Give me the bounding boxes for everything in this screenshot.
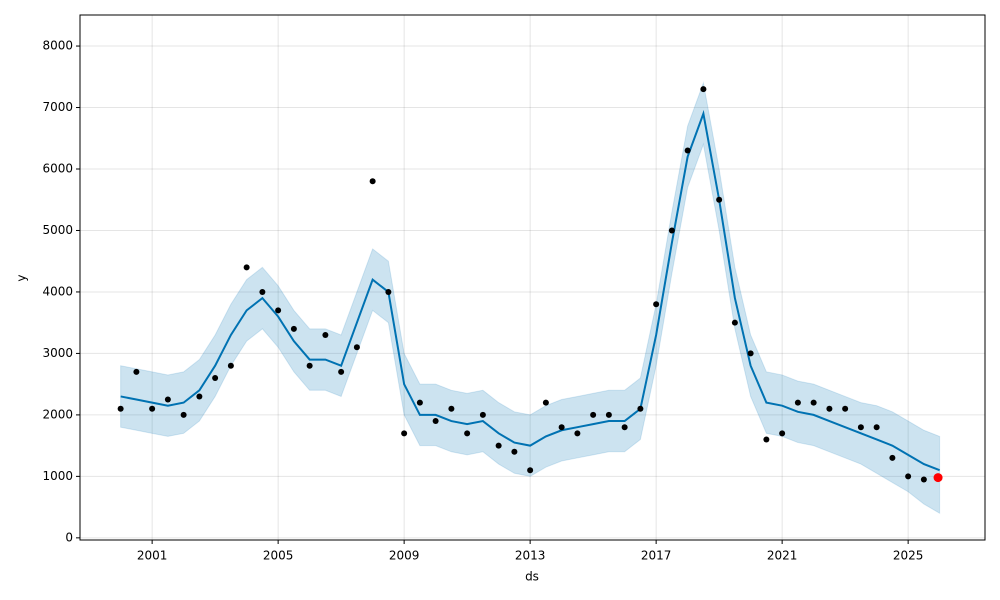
observed-point: [227, 362, 234, 369]
observed-point: [306, 362, 313, 369]
observed-point: [196, 393, 203, 400]
observed-point: [212, 375, 219, 382]
observed-point: [511, 448, 518, 455]
x-tick-label: 2021: [767, 549, 798, 563]
x-axis-label: ds: [525, 570, 539, 584]
y-tick-label: 1000: [42, 469, 73, 483]
observed-point: [527, 467, 534, 474]
observed-point: [794, 399, 801, 406]
x-tick-label: 2017: [641, 549, 672, 563]
observed-point: [495, 442, 502, 449]
observed-point: [149, 405, 156, 412]
y-tick-label: 3000: [42, 346, 73, 360]
observed-point: [542, 399, 549, 406]
y-tick-label: 7000: [42, 100, 73, 114]
observed-point: [164, 396, 171, 403]
observed-point: [353, 344, 360, 351]
observed-point: [684, 147, 691, 154]
x-tick-label: 2013: [515, 549, 546, 563]
observed-point: [401, 430, 408, 437]
observed-point: [590, 411, 597, 418]
observed-point: [385, 288, 392, 295]
x-tick-label: 2005: [263, 549, 294, 563]
observed-point: [464, 430, 471, 437]
x-tick-label: 2001: [137, 549, 168, 563]
observed-point: [905, 473, 912, 480]
observed-point: [920, 476, 927, 483]
forecast-line: [120, 109, 941, 472]
observed-point: [826, 405, 833, 412]
observed-point: [873, 424, 880, 431]
observed-point: [574, 430, 581, 437]
plot-frame: [79, 14, 986, 541]
observed-point: [322, 331, 329, 338]
observed-point: [668, 227, 675, 234]
x-tick-label: 2009: [389, 549, 420, 563]
observed-point: [290, 325, 297, 332]
observed-point: [857, 424, 864, 431]
observed-point: [747, 350, 754, 357]
observed-point: [889, 454, 896, 461]
observed-point: [133, 368, 140, 375]
observed-point: [763, 436, 770, 443]
y-tick-label: 0: [65, 530, 73, 544]
y-tick-label: 2000: [42, 407, 73, 421]
observed-point: [259, 288, 266, 295]
observed-point: [653, 301, 660, 308]
observed-point: [605, 411, 612, 418]
y-tick-label: 6000: [42, 161, 73, 175]
observed-point: [716, 196, 723, 203]
observed-point: [448, 405, 455, 412]
observed-point: [432, 418, 439, 425]
observed-point: [117, 405, 124, 412]
y-tick-label: 8000: [42, 39, 73, 53]
observed-point: [180, 411, 187, 418]
observed-point: [338, 368, 345, 375]
observed-point: [779, 430, 786, 437]
observed-point: [558, 424, 565, 431]
uncertainty-band: [120, 81, 941, 515]
y-tick-label: 4000: [42, 284, 73, 298]
observed-point: [731, 319, 738, 326]
observed-point: [479, 411, 486, 418]
observed-point: [416, 399, 423, 406]
observed-point: [621, 424, 628, 431]
y-axis-label: y: [15, 274, 29, 281]
observed-point: [842, 405, 849, 412]
highlight-point: [933, 473, 943, 483]
y-tick-label: 5000: [42, 223, 73, 237]
observed-point: [275, 307, 282, 314]
observed-point: [369, 178, 376, 185]
x-tick-label: 2025: [893, 549, 924, 563]
observed-point: [243, 264, 250, 271]
observed-point: [700, 86, 707, 93]
observed-point: [637, 405, 644, 412]
observed-point: [810, 399, 817, 406]
